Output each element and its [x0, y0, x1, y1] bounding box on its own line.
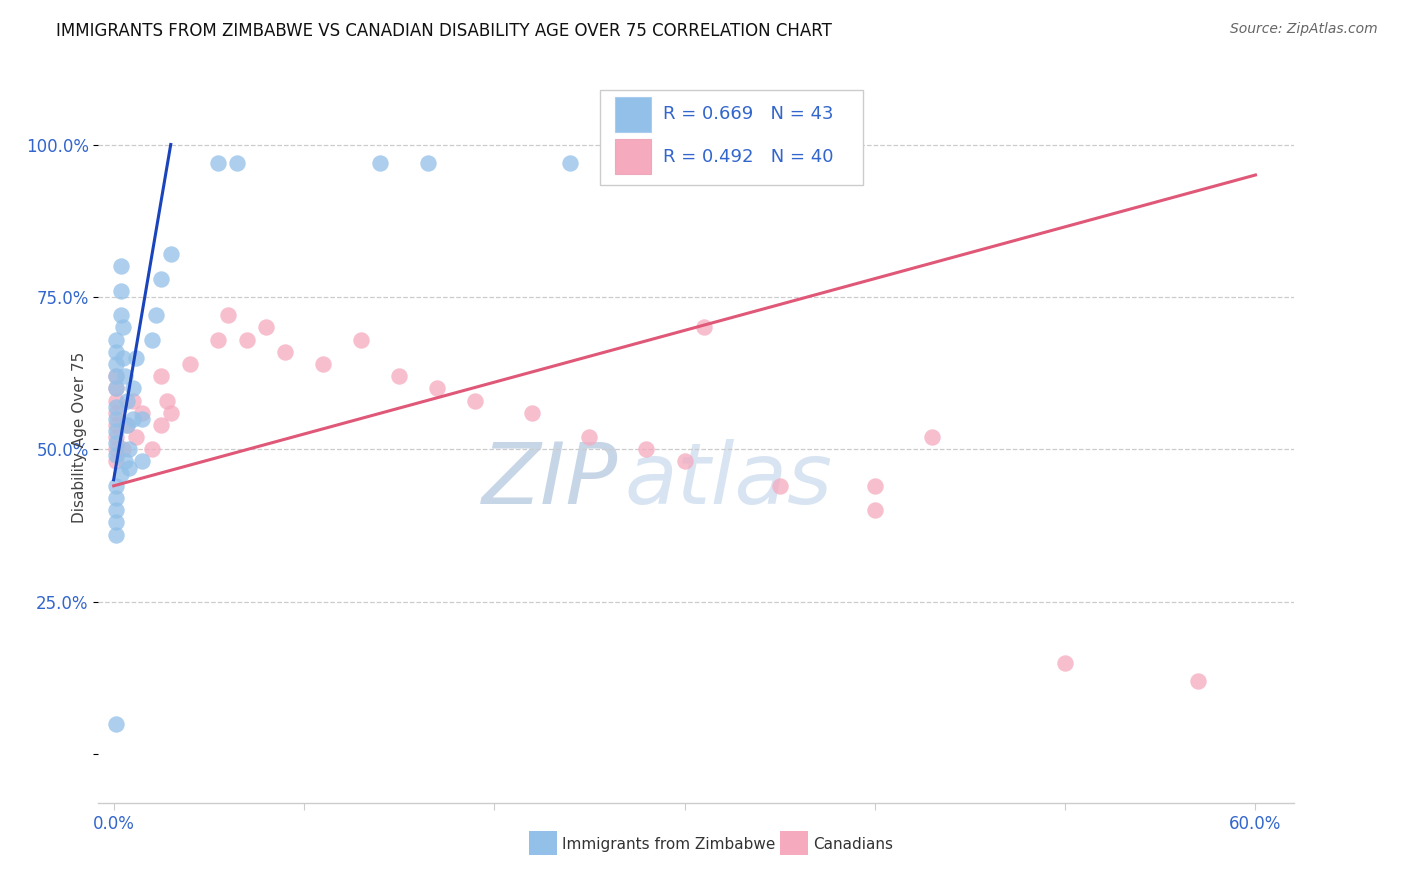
Point — [112, 442, 135, 457]
Point — [226, 155, 249, 169]
Point — [863, 479, 886, 493]
Point — [159, 247, 181, 261]
Point — [464, 393, 486, 408]
Point — [105, 369, 128, 384]
Point — [105, 412, 128, 426]
Point — [863, 503, 886, 517]
Bar — [779, 831, 808, 855]
Point — [131, 406, 153, 420]
Point — [150, 417, 173, 432]
Point — [110, 308, 132, 322]
Point — [105, 393, 128, 408]
Point — [105, 503, 128, 517]
Point — [112, 351, 135, 365]
Bar — [614, 138, 651, 174]
Point — [118, 442, 141, 457]
Text: atlas: atlas — [624, 440, 832, 523]
Point — [105, 381, 128, 395]
Point — [105, 400, 128, 414]
Point — [145, 308, 167, 322]
Point — [673, 454, 696, 468]
Point — [125, 351, 148, 365]
Point — [156, 393, 179, 408]
Point — [125, 430, 148, 444]
Point — [159, 406, 181, 420]
Point — [118, 460, 141, 475]
Point — [1054, 656, 1077, 670]
Point — [254, 320, 277, 334]
Point — [105, 516, 128, 530]
Point — [105, 344, 128, 359]
Point — [1187, 673, 1209, 688]
Point — [114, 454, 136, 468]
Point — [112, 320, 135, 334]
Text: IMMIGRANTS FROM ZIMBABWE VS CANADIAN DISABILITY AGE OVER 75 CORRELATION CHART: IMMIGRANTS FROM ZIMBABWE VS CANADIAN DIS… — [56, 22, 832, 40]
Point — [121, 393, 143, 408]
Point — [105, 454, 128, 468]
Point — [105, 381, 128, 395]
Point — [522, 406, 544, 420]
Point — [388, 369, 411, 384]
Text: Immigrants from Zimbabwe: Immigrants from Zimbabwe — [562, 837, 776, 852]
Point — [105, 527, 128, 541]
Point — [121, 412, 143, 426]
Point — [626, 155, 648, 169]
Point — [105, 406, 128, 420]
Point — [105, 479, 128, 493]
Point — [131, 412, 153, 426]
Bar — [529, 831, 557, 855]
Bar — [614, 97, 651, 132]
Text: Source: ZipAtlas.com: Source: ZipAtlas.com — [1230, 22, 1378, 37]
Point — [150, 369, 173, 384]
Point — [131, 454, 153, 468]
Point — [207, 155, 229, 169]
Point — [921, 430, 943, 444]
Text: R = 0.669   N = 43: R = 0.669 N = 43 — [662, 104, 832, 123]
FancyBboxPatch shape — [600, 90, 863, 185]
Point — [312, 357, 335, 371]
Point — [110, 260, 132, 274]
Point — [105, 369, 128, 384]
Text: ZIP: ZIP — [482, 440, 619, 523]
Point — [179, 357, 201, 371]
Point — [105, 436, 128, 450]
Text: Canadians: Canadians — [813, 837, 893, 852]
Point — [350, 333, 373, 347]
Point — [105, 417, 128, 432]
Point — [105, 491, 128, 505]
Point — [217, 308, 239, 322]
Point — [110, 284, 132, 298]
Point — [769, 479, 792, 493]
Y-axis label: Disability Age Over 75: Disability Age Over 75 — [72, 351, 87, 523]
Point — [114, 369, 136, 384]
Point — [426, 381, 449, 395]
Point — [141, 442, 163, 457]
Point — [115, 417, 138, 432]
Point — [416, 155, 439, 169]
Point — [274, 344, 297, 359]
Point — [578, 430, 600, 444]
Point — [150, 271, 173, 285]
Point — [105, 357, 128, 371]
Point — [207, 333, 229, 347]
Point — [236, 333, 259, 347]
Point — [115, 393, 138, 408]
Point — [560, 155, 582, 169]
Point — [121, 381, 143, 395]
Point — [105, 333, 128, 347]
Point — [105, 442, 128, 457]
Point — [105, 448, 128, 462]
Point — [141, 333, 163, 347]
Point — [105, 430, 128, 444]
Text: R = 0.492   N = 40: R = 0.492 N = 40 — [662, 148, 832, 166]
Point — [368, 155, 391, 169]
Point — [692, 320, 714, 334]
Point — [636, 442, 658, 457]
Point — [105, 716, 128, 731]
Point — [110, 467, 132, 481]
Point — [105, 424, 128, 438]
Point — [115, 417, 138, 432]
